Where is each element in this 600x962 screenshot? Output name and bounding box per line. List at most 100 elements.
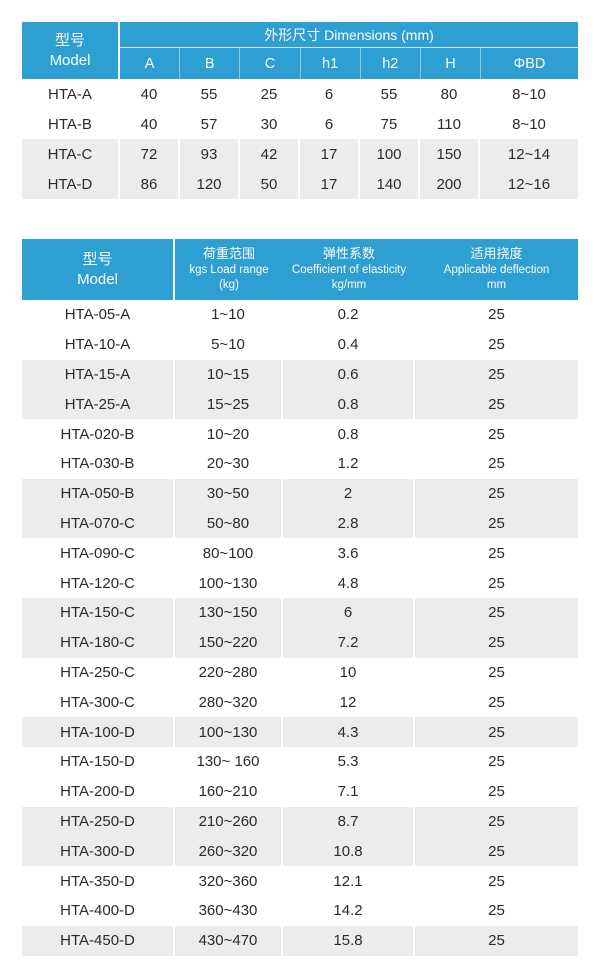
coefficient-cell: 12	[339, 693, 357, 711]
load-spec-body: HTA-05-A 1~10 0.2 25 HTA-10-A 5~10 0.4 25 HTA-15…	[22, 300, 578, 956]
table-row: HTA-030-B 20~30 1.2 25	[22, 449, 578, 479]
model-cell: HTA-250-D	[22, 806, 175, 837]
dim-column-header: H	[419, 48, 480, 79]
value-cell: 8~10	[512, 85, 546, 103]
coefficient-cell: 1.2	[337, 455, 359, 473]
value-cell: 150	[420, 139, 480, 169]
value-cell: 40	[140, 115, 158, 133]
value-cell: 200	[420, 169, 480, 199]
load-range-cell: 80~100	[202, 544, 254, 562]
spec-column-header: 荷重范围 kgs Load range (kg)	[175, 239, 283, 300]
model-cell: HTA-030-B	[60, 455, 135, 473]
table-row: HTA-180-C 150~220 7.2 25	[22, 627, 578, 658]
coefficient-cell: 7.1	[337, 783, 359, 801]
model-cell: HTA-B	[48, 115, 92, 133]
value-cell: 93	[180, 139, 240, 169]
deflection-cell: 25	[488, 753, 505, 771]
spec-column-header: 适用挠度 Applicable deflection mm	[415, 239, 578, 300]
spec-column-header-line: kg/mm	[331, 278, 367, 291]
load-range-cell: 130~150	[175, 597, 283, 628]
load-range-cell: 320~360	[198, 872, 258, 890]
model-cell: HTA-180-C	[22, 627, 175, 658]
value-cell: 72	[120, 139, 180, 169]
deflection-cell: 25	[488, 663, 505, 681]
coefficient-cell: 3.6	[337, 544, 359, 562]
model-cell: HTA-150-D	[60, 753, 135, 771]
load-range-cell: 160~210	[198, 783, 258, 801]
table-row: HTA-400-D 360~430 14.2 25	[22, 896, 578, 926]
value-cell: 100	[360, 139, 420, 169]
value-cell: 30	[260, 115, 278, 133]
model-cell: HTA-120-C	[60, 574, 135, 592]
deflection-cell: 25	[415, 478, 578, 509]
value-cell: 12~14	[480, 139, 578, 169]
deflection-cell: 25	[415, 836, 578, 867]
table-row: HTA-C 72 93 42 17 100 150 12~14	[22, 139, 578, 169]
coefficient-cell: 0.8	[337, 425, 359, 443]
value-cell: 140	[360, 169, 420, 199]
table-row: HTA-250-C 220~280 10 25	[22, 658, 578, 688]
spec-column-header-line: 弹性系数	[322, 246, 375, 262]
model-cell: HTA-090-C	[60, 544, 135, 562]
dim-column-header: B	[179, 48, 239, 79]
load-range-cell: 430~470	[175, 925, 283, 956]
table-row: HTA-150-C 130~150 6 25	[22, 597, 578, 628]
dim-column-header: h1	[299, 48, 360, 79]
coefficient-cell: 5.3	[337, 753, 359, 771]
table-row: HTA-10-A 5~10 0.4 25	[22, 330, 578, 360]
load-range-cell: 30~50	[175, 478, 283, 509]
deflection-cell: 25	[415, 925, 578, 956]
model-cell: HTA-150-C	[22, 597, 175, 628]
coefficient-cell: 8.7	[283, 806, 415, 837]
deflection-cell: 25	[415, 389, 578, 420]
spec-column-header-line: Applicable deflection	[443, 264, 550, 276]
table-row: HTA-300-D 260~320 10.8 25	[22, 836, 578, 867]
value-cell: 17	[300, 169, 360, 199]
dimensions-table-body: HTA-A 40 55 25 6 55 80 8~10 HTA-B 40 57 30 6 75 110 8~1…	[22, 79, 578, 199]
table-row: HTA-A 40 55 25 6 55 80 8~10	[22, 79, 578, 109]
deflection-cell: 25	[488, 783, 505, 801]
model-cell: HTA-070-C	[22, 508, 175, 539]
load-range-cell: 5~10	[211, 336, 245, 354]
deflection-cell: 25	[415, 359, 578, 390]
table-row: HTA-350-D 320~360 12.1 25	[22, 866, 578, 896]
spec-column-header: 弹性系数 Coefficient of elasticity kg/mm	[283, 239, 415, 300]
spec-column-header-line: 适用挠度	[470, 246, 523, 262]
table-row: HTA-25-A 15~25 0.8 25	[22, 389, 578, 420]
value-cell: 57	[200, 115, 218, 133]
model-column-header: 型号 Model	[22, 22, 120, 79]
spec-column-header-line: 型号	[82, 251, 113, 268]
coefficient-cell: 4.3	[283, 717, 415, 747]
load-range-cell: 360~430	[198, 902, 258, 920]
model-cell: HTA-300-C	[60, 693, 135, 711]
model-column-header-zh: 型号	[54, 32, 85, 49]
value-cell: 75	[380, 115, 398, 133]
coefficient-cell: 12.1	[333, 872, 363, 890]
value-cell: 110	[437, 115, 461, 133]
value-cell: 6	[324, 85, 334, 103]
load-range-cell: 210~260	[175, 806, 283, 837]
coefficient-cell: 15.8	[283, 925, 415, 956]
value-cell: 6	[324, 115, 334, 133]
model-cell: HTA-10-A	[64, 336, 131, 354]
model-cell: HTA-350-D	[60, 872, 135, 890]
load-spec-header: 型号 Model 荷重范围 kgs Load range (kg) 弹性系数 Coeffic…	[22, 239, 578, 300]
coefficient-cell: 2	[283, 478, 415, 509]
dim-column-header: C	[239, 48, 299, 79]
value-cell: 17	[300, 139, 360, 169]
dim-column-header: h2	[359, 48, 420, 79]
spec-column-header-line: (kg)	[219, 278, 239, 291]
value-cell: 55	[200, 85, 218, 103]
table-row: HTA-050-B 30~50 2 25	[22, 478, 578, 509]
deflection-cell: 25	[415, 597, 578, 628]
table-row: HTA-200-D 160~210 7.1 25	[22, 777, 578, 807]
table-row: HTA-090-C 80~100 3.6 25	[22, 538, 578, 568]
coefficient-cell: 0.4	[337, 336, 359, 354]
value-cell: 8~10	[512, 115, 546, 133]
table-row: HTA-020-B 10~20 0.8 25	[22, 419, 578, 449]
deflection-cell: 25	[415, 806, 578, 837]
